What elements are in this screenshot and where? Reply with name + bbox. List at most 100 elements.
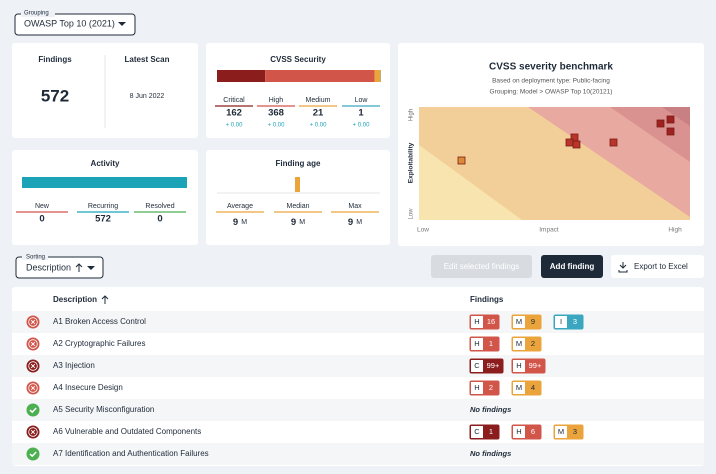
sort-arrow xyxy=(75,263,83,272)
activity-label: Resolved xyxy=(145,203,174,210)
cvss-change: + 0.00 xyxy=(310,123,328,129)
export-icon xyxy=(618,262,628,273)
table-body: A1 Broken Access Control H 16 M 9 I 3A2 Crypto… xyxy=(12,311,704,465)
activity-label: Recurring xyxy=(88,203,118,210)
cvss-value: 1 xyxy=(358,108,364,119)
marker xyxy=(666,127,675,136)
y-axis-label: Exploitability xyxy=(408,142,415,183)
badge-letter-bg xyxy=(471,426,483,438)
row-name: A3 Injection xyxy=(53,361,95,370)
no-findings: No findings xyxy=(470,449,511,458)
badge-level: M xyxy=(516,317,522,326)
cvss-change: + 0.00 xyxy=(268,123,286,129)
add-button-label: Add finding xyxy=(550,262,595,271)
edit-button[interactable] xyxy=(431,255,532,278)
badge-count: 1 xyxy=(489,339,493,348)
marker xyxy=(565,138,574,147)
row-name: A1 Broken Access Control xyxy=(53,317,146,326)
badge-count: 2 xyxy=(489,383,493,392)
badge-level: M xyxy=(558,427,564,436)
edit-button-label: Edit selected findings xyxy=(444,262,520,271)
row-stripe xyxy=(12,443,704,465)
badge-count: 99+ xyxy=(487,361,500,370)
status-ok xyxy=(26,403,40,417)
cvss-value: 368 xyxy=(268,108,284,119)
badge-count: 4 xyxy=(531,383,535,392)
grouping-label: Grouping xyxy=(24,11,49,17)
badge-letter-bg xyxy=(471,382,483,394)
activity-value: 0 xyxy=(157,214,162,225)
column-header: Findings xyxy=(470,295,504,304)
marker xyxy=(457,156,466,165)
badge-letter-bg xyxy=(513,316,525,328)
cvss-label: Low xyxy=(355,97,369,104)
status-ring xyxy=(28,317,38,327)
badge-level: M xyxy=(516,383,522,392)
zone-critical xyxy=(662,107,690,126)
cvss-segment xyxy=(265,70,375,82)
zone-high xyxy=(528,107,690,217)
grouping-select[interactable] xyxy=(14,13,136,36)
status-x xyxy=(30,341,36,347)
cvss-card xyxy=(206,43,390,138)
benchmark-title: CVSS severity benchmark xyxy=(489,62,613,73)
badge-level: I xyxy=(560,317,562,326)
latest-scan-value: 8 Jun 2022 xyxy=(130,93,165,100)
label-bg xyxy=(21,9,55,17)
activity-value: 572 xyxy=(95,214,111,225)
row-stripe xyxy=(12,355,704,377)
status-x xyxy=(30,429,36,435)
row-name: A4 Insecure Design xyxy=(53,383,123,392)
age-number: 9 xyxy=(233,217,238,228)
age-label: Median xyxy=(287,203,310,210)
badge-level: C xyxy=(474,427,480,436)
add-button[interactable] xyxy=(541,255,603,278)
sorting-value: Description xyxy=(26,262,71,272)
badge-letter-bg xyxy=(513,426,525,438)
age-label: Average xyxy=(227,203,253,210)
benchmark-subtitle: Based on deployment type: Public-facing xyxy=(492,78,610,85)
badge-count: 9 xyxy=(531,317,535,326)
row-name: A7 Identification and Authentication Fai… xyxy=(53,449,209,458)
badge-letter-bg xyxy=(471,316,483,328)
sorting-select[interactable] xyxy=(15,256,104,279)
badge-level: H xyxy=(516,361,521,370)
status-ok xyxy=(26,447,40,461)
badge-level: H xyxy=(474,317,479,326)
caret xyxy=(118,22,126,26)
cvss-change: + 0.00 xyxy=(353,123,371,129)
age-unit: M xyxy=(241,219,247,226)
x-axis-label: Impact xyxy=(539,227,559,234)
zone-low xyxy=(419,145,522,220)
badge-count: 2 xyxy=(531,339,535,348)
export-button-label: Export to Excel xyxy=(634,262,688,271)
badge-letter-bg xyxy=(471,338,483,350)
marker xyxy=(656,119,665,128)
export-button[interactable] xyxy=(611,255,704,278)
badge-level: H xyxy=(474,339,479,348)
no-findings: No findings xyxy=(470,405,511,414)
sorting-label: Sorting xyxy=(26,255,45,261)
latest-scan-label: Latest Scan xyxy=(125,55,170,64)
age-label: Max xyxy=(348,203,362,210)
findings-value: 572 xyxy=(41,86,69,105)
row-name: A2 Cryptographic Failures xyxy=(53,339,145,348)
activity-segment xyxy=(22,177,187,188)
x-axis-low: Low xyxy=(417,227,429,234)
cvss-value: 162 xyxy=(226,108,242,119)
status-x xyxy=(30,363,36,369)
badge-count: 1 xyxy=(489,427,493,436)
row-name: A6 Vulnerable and Outdated Components xyxy=(53,427,201,436)
badge-level: H xyxy=(516,427,521,436)
cvss-change: + 0.00 xyxy=(226,123,244,129)
activity-value: 0 xyxy=(39,214,44,225)
status-check xyxy=(29,407,37,414)
status-check xyxy=(29,451,37,458)
age-unit: M xyxy=(299,219,305,226)
cvss-title: CVSS Security xyxy=(270,55,326,64)
marker xyxy=(666,115,675,124)
activity-card xyxy=(12,150,198,245)
